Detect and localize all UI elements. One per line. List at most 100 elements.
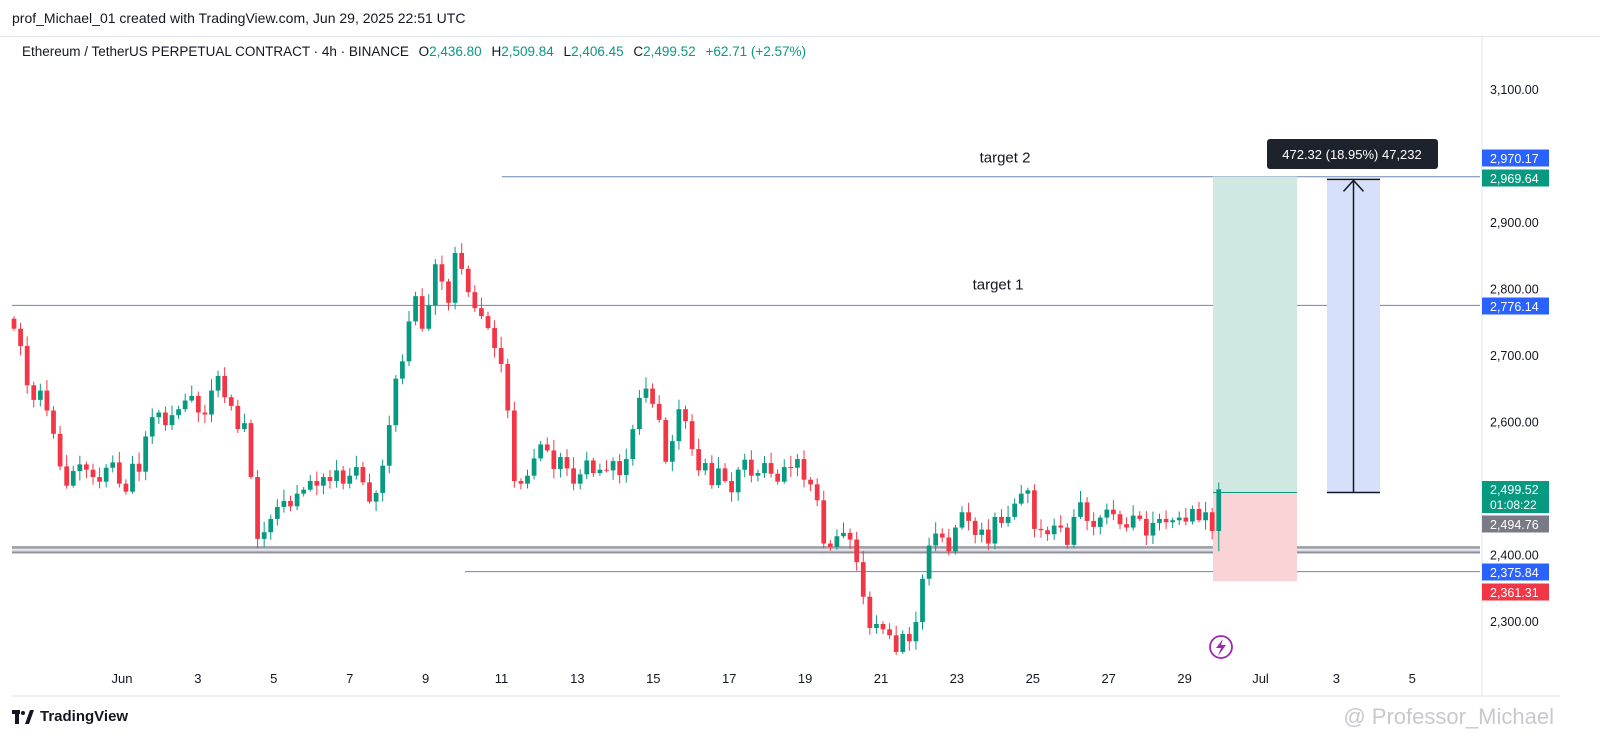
x-tick-label: Jul [1252,671,1269,686]
candle-body [268,518,274,533]
x-tick-label: 5 [1409,671,1416,686]
candle-body [156,412,162,418]
candle-body [439,264,445,282]
candle-body [327,477,333,482]
candle-body [920,578,925,622]
x-tick-label: 9 [422,671,429,686]
candle-body [419,296,425,329]
tradingview-brand[interactable]: TradingView [12,708,128,725]
candle-body [235,405,241,430]
candle-body [143,436,149,472]
candle-body [795,459,800,468]
candle-body [373,492,379,502]
candle-body [84,464,89,470]
candle-body [452,252,458,303]
candle-body [1124,524,1129,528]
x-tick-label: 5 [270,671,277,686]
price-tag [1482,169,1549,187]
symbol-info-line: Ethereum / TetherUS PERPETUAL CONTRACT ·… [22,44,806,59]
x-tick-label: 27 [1101,671,1115,686]
x-tick-label: 25 [1026,671,1040,686]
candle-body [1078,502,1083,517]
candle-body [11,318,17,329]
candle-body [281,500,287,507]
candle-body [116,462,122,484]
candle-body [77,464,83,472]
x-tick-label: 3 [1333,671,1340,686]
candle-body [748,459,754,476]
candle-body [669,441,675,462]
candle-body [1058,525,1064,528]
top-credit-bar: prof_Michael_01 created with TradingView… [0,0,1600,37]
candle-body [1190,508,1195,522]
candle-body [64,466,70,486]
candle-body [400,361,405,379]
candle-body [755,473,761,476]
candle-body [525,475,530,484]
candle-body [1064,527,1070,545]
candle-body [854,539,860,563]
candle-body [716,468,721,486]
long-position-target-zone[interactable] [1213,176,1297,493]
candle-body [163,412,168,426]
candle-body [44,390,50,411]
candle-body [485,316,491,329]
candle-body [459,252,465,269]
x-tick-label: 17 [722,671,736,686]
candle-body [1143,518,1149,536]
candle-body [347,475,353,484]
candle-body [821,500,827,544]
candle-body [1097,517,1103,527]
candle-body [130,463,135,492]
y-tick-label: 2,900.00 [1490,216,1539,230]
candle-body [182,400,188,410]
candle-body [584,460,590,475]
candle-body [709,463,715,486]
candle-body [261,532,267,539]
candle-body [966,512,971,521]
candle-body [663,419,669,462]
candle-body [386,425,392,466]
symbol-name[interactable]: Ethereum / TetherUS PERPETUAL CONTRACT ·… [22,44,409,59]
price-tag-text: 2,776.14 [1490,300,1539,314]
change-value: +62.71 (+2.57%) [705,44,807,59]
candle-body [498,348,504,364]
y-tick-label: 2,800.00 [1490,283,1539,297]
candle-body [893,635,899,652]
candle-body [577,474,583,484]
candle-body [24,346,30,386]
candle-body [1203,512,1208,521]
price-tag [1482,583,1549,601]
candle-body [880,623,886,630]
candle-body [953,527,958,552]
candle-body [999,516,1004,523]
candle-body [781,467,787,482]
open-value: 2,436.80 [429,44,482,59]
level-label: target 1 [973,276,1024,293]
candle-body [149,417,155,437]
candle-body [650,388,655,404]
candle-body [1111,509,1116,515]
candle-body [702,463,708,471]
x-tick-label: Jun [112,671,133,686]
candle-body [729,481,734,493]
long-position-stop-zone[interactable] [1213,492,1297,582]
candle-body [939,533,945,538]
price-tag-text: 2,375.84 [1490,566,1539,580]
lightning-bolt-icon [1216,639,1226,656]
candle-body [1176,517,1182,521]
candle-body [1032,490,1037,529]
candle-body [1150,522,1156,536]
candle-body [801,459,807,480]
candle-body [1157,518,1162,523]
candle-body [110,462,116,468]
candle-body [432,264,438,306]
x-tick-label: 23 [950,671,964,686]
author-credit: prof_Michael_01 created with TradingView… [12,10,466,26]
candle-body [874,623,879,628]
candle-body [446,281,451,303]
candle-body [360,467,366,483]
candle-body [1071,516,1077,545]
candle-body [913,622,919,642]
